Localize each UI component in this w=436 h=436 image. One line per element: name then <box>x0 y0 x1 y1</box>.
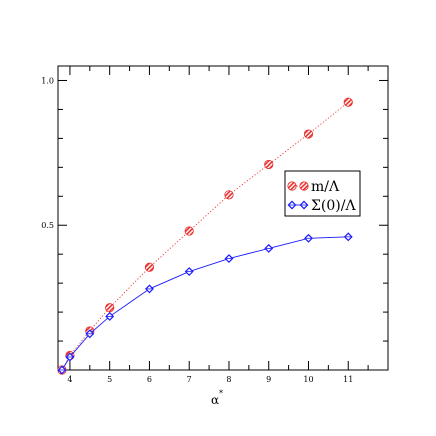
x-tick-label: 6 <box>147 375 152 384</box>
x-tick-label: 7 <box>187 375 192 384</box>
x-tick-label: 5 <box>107 375 112 384</box>
series-layer <box>57 97 353 375</box>
x-tick-label: 9 <box>266 375 271 384</box>
data-point <box>264 159 274 170</box>
legend-marker <box>287 181 297 191</box>
legend-box <box>284 170 361 217</box>
data-point <box>105 303 115 313</box>
x-axis-label-base: α <box>211 393 219 407</box>
legend-marker <box>299 181 309 191</box>
series-2 <box>57 232 353 375</box>
y-tick-label: 1.0 <box>41 76 54 85</box>
x-tick-label: 4 <box>67 375 72 384</box>
plot-frame <box>57 65 389 371</box>
x-axis-label-sup: * <box>219 389 223 398</box>
y-tick-labels: 0.5 1.0 <box>41 76 54 230</box>
series-line <box>61 101 349 371</box>
x-axis-label: α* <box>211 389 223 407</box>
x-tick-label: 8 <box>226 375 231 384</box>
data-point <box>224 190 234 200</box>
legend: m/Λ Σ(0)/Λ <box>284 170 361 217</box>
series-line <box>61 236 349 371</box>
data-point <box>303 129 314 139</box>
y-tick-label: 0.5 <box>41 221 54 230</box>
data-point <box>343 97 353 107</box>
data-point <box>144 262 155 272</box>
x-tick-label: 10 <box>303 375 313 384</box>
legend-label: Σ(0)/Λ <box>311 198 356 214</box>
x-tick-label: 11 <box>343 375 353 384</box>
legend-label: m/Λ <box>311 179 340 195</box>
x-tick-labels: 4 5 6 7 8 9 10 11 <box>67 375 353 384</box>
axis-ticks <box>58 66 388 370</box>
data-point <box>184 226 194 236</box>
